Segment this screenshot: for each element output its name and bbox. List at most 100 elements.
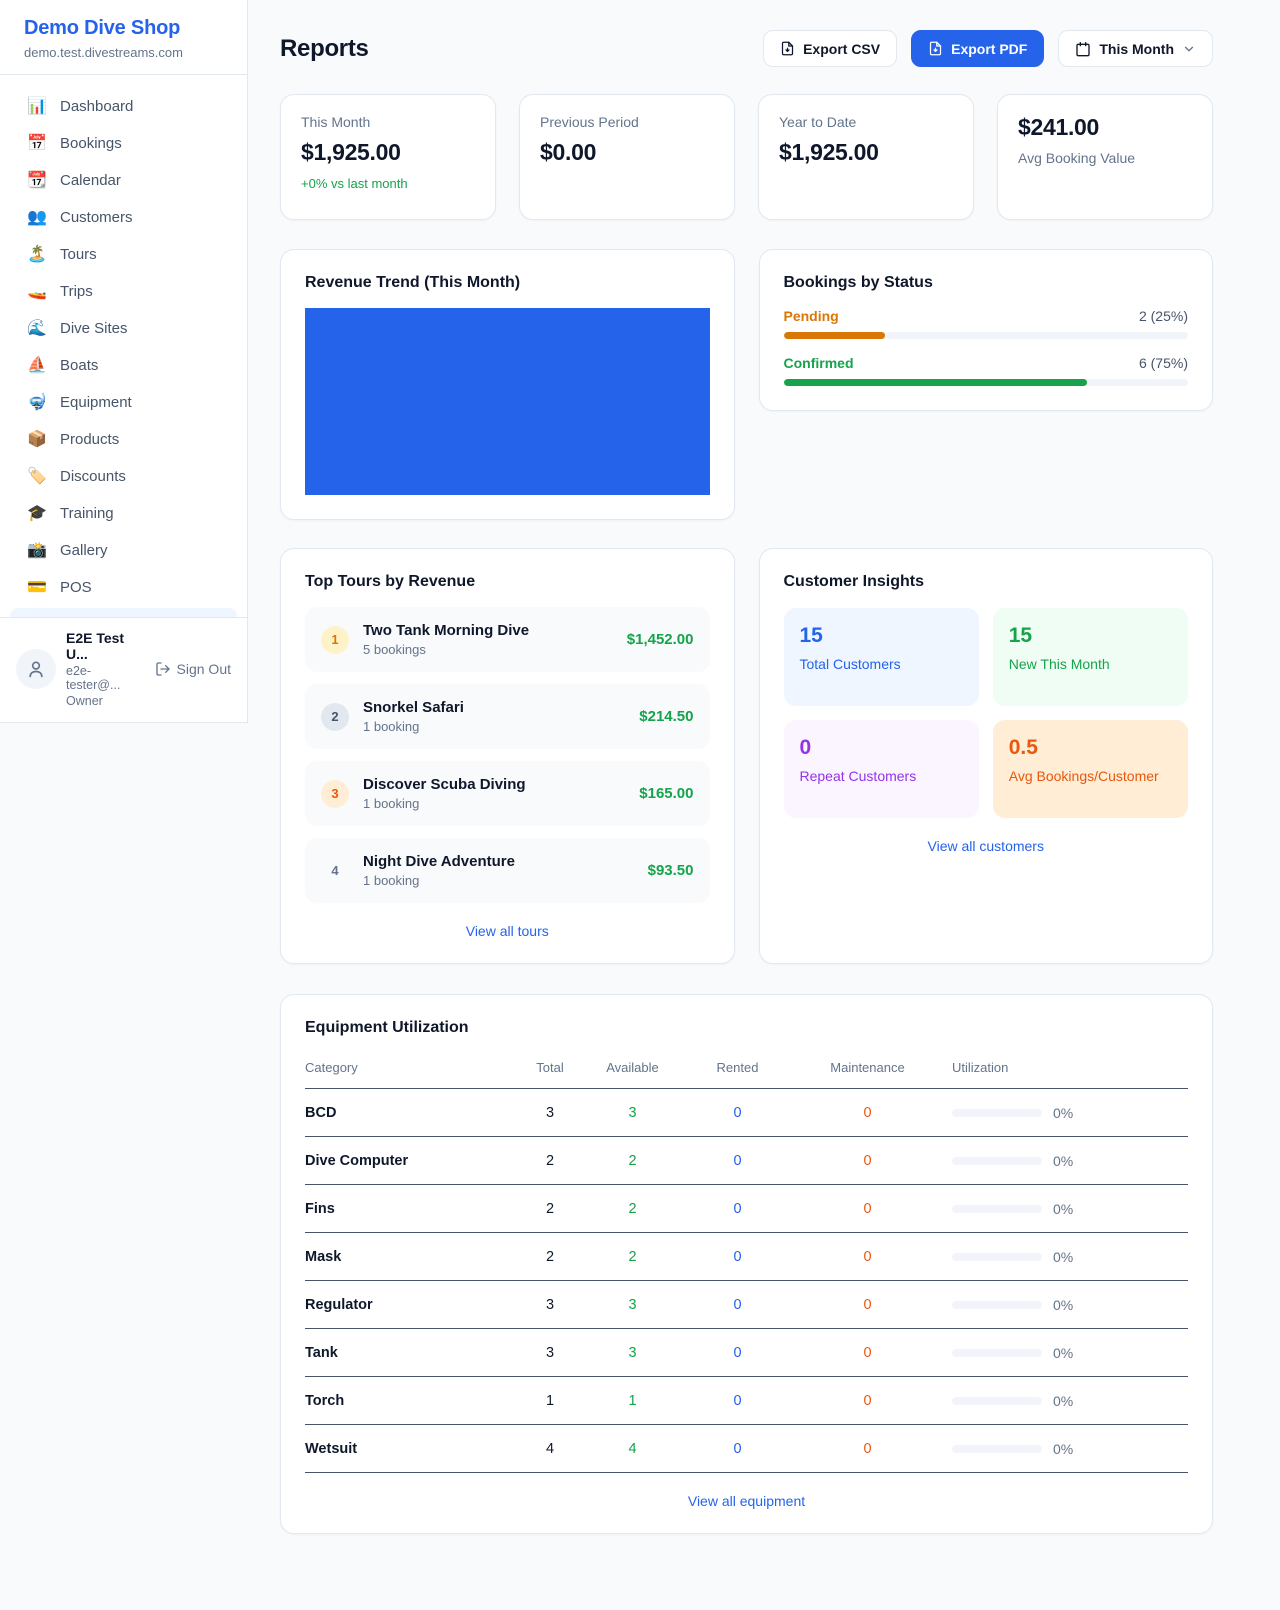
charts-row: Revenue Trend (This Month) Bookings by S…: [280, 249, 1213, 520]
sidebar-item-boats[interactable]: ⛵ Boats: [10, 347, 237, 384]
tour-bookings: 1 booking: [363, 873, 420, 888]
utilization-percent: 0%: [1053, 1296, 1074, 1313]
status-count: 6 (75%): [1138, 355, 1188, 371]
sidebar-item-gallery[interactable]: 📸 Gallery: [10, 532, 237, 569]
tour-list-item: 4 Night Dive Adventure 1 booking $93.50: [305, 838, 710, 903]
sidebar-item-calendar[interactable]: 📆 Calendar: [10, 162, 237, 199]
equipment-rented: 0: [733, 1200, 742, 1217]
sidebar-item-trips[interactable]: 🚤 Trips: [10, 273, 237, 310]
sidebar-item-dashboard[interactable]: 📊 Dashboard: [10, 88, 237, 125]
utilization-percent: 0%: [1053, 1152, 1074, 1169]
stat-value: $1,925.00: [301, 139, 401, 165]
people-icon: 👥: [27, 208, 47, 226]
insight-label: Avg Bookings/Customer: [1008, 768, 1159, 784]
bar-chart-icon: 📊: [27, 97, 47, 115]
user-meta: E2E Test U... e2e-tester@... Owner: [66, 630, 145, 708]
stat-cards-row: This Month $1,925.00 +0% vs last month P…: [280, 94, 1213, 220]
rank-badge: 2: [321, 702, 349, 731]
utilization-percent: 0%: [1053, 1344, 1074, 1361]
export-csv-button[interactable]: Export CSV: [763, 30, 898, 67]
tour-revenue: $165.00: [639, 785, 694, 802]
equipment-available: 2: [628, 1248, 637, 1265]
revenue-trend-card: Revenue Trend (This Month): [280, 249, 735, 520]
view-all-tours-link[interactable]: View all tours: [465, 923, 549, 939]
insight-tile-new-this-month: 15 New This Month: [992, 608, 1188, 706]
export-pdf-button[interactable]: Export PDF: [911, 30, 1045, 67]
equipment-category: Tank: [305, 1344, 338, 1361]
equipment-category: Dive Computer: [305, 1152, 409, 1169]
header-actions: Export CSV Export PDF This Month: [763, 30, 1213, 67]
customer-insights-card: Customer Insights 15 Total Customers 15 …: [758, 548, 1213, 964]
table-row: Regulator 3 3 0 0 0%: [305, 1281, 1188, 1329]
table-row: Tank 3 3 0 0 0%: [305, 1329, 1188, 1377]
rank-badge: 1: [321, 625, 349, 654]
sidebar-item-training[interactable]: 🎓 Training: [10, 495, 237, 532]
tag-icon: 🏷️: [27, 467, 47, 485]
view-all-customers-link[interactable]: View all customers: [927, 838, 1044, 854]
equipment-available: 3: [628, 1344, 637, 1361]
utilization-percent: 0%: [1053, 1440, 1074, 1457]
equipment-total: 4: [545, 1440, 555, 1457]
sidebar-item-bookings[interactable]: 📅 Bookings: [10, 125, 237, 162]
insight-label: New This Month: [1008, 656, 1110, 672]
equipment-maintenance: 0: [863, 1440, 872, 1457]
col-header-maintenance: Maintenance: [830, 1060, 905, 1075]
sidebar-item-label: Equipment: [60, 394, 132, 411]
period-dropdown[interactable]: This Month: [1058, 30, 1213, 67]
utilization-bar: [952, 1156, 1042, 1165]
main-content: Reports Export CSV Export PDF This Month: [248, 0, 1280, 1574]
equipment-rented: 0: [733, 1392, 742, 1409]
stat-card-this-month: This Month $1,925.00 +0% vs last month: [280, 94, 496, 220]
sidebar-item-label: Boats: [60, 357, 99, 374]
sidebar-item-label: Customers: [60, 209, 133, 226]
sidebar-item-equipment[interactable]: 🤿 Equipment: [10, 384, 237, 421]
user-panel: E2E Test U... e2e-tester@... Owner Sign …: [0, 617, 247, 722]
status-label: Pending: [783, 308, 839, 324]
tour-list-item: 3 Discover Scuba Diving 1 booking $165.00: [305, 761, 710, 826]
sidebar-item-reports-partial[interactable]: [10, 608, 237, 617]
rank-badge: 3: [321, 779, 349, 808]
equipment-maintenance: 0: [863, 1248, 872, 1265]
user-name: E2E Test U...: [66, 630, 125, 662]
sidebar-item-tours[interactable]: 🏝️ Tours: [10, 236, 237, 273]
shop-name: Demo Dive Shop: [24, 17, 181, 39]
sidebar-item-pos[interactable]: 💳 POS: [10, 569, 237, 606]
page-title: Reports: [280, 34, 369, 62]
equipment-utilization-title: Equipment Utilization: [305, 1019, 469, 1036]
sidebar-item-label: Tours: [60, 246, 97, 263]
stat-label: This Month: [301, 114, 371, 130]
stat-value: $0.00: [540, 139, 597, 165]
sign-out-label: Sign Out: [176, 661, 231, 677]
col-header-utilization: Utilization: [952, 1060, 1009, 1075]
sidebar-item-label: Gallery: [60, 542, 108, 559]
sidebar-item-customers[interactable]: 👥 Customers: [10, 199, 237, 236]
equipment-category: BCD: [305, 1104, 337, 1121]
view-all-equipment-link[interactable]: View all equipment: [687, 1493, 806, 1509]
tour-name: Discover Scuba Diving: [363, 776, 526, 793]
sidebar-item-discounts[interactable]: 🏷️ Discounts: [10, 458, 237, 495]
sidebar-item-label: Trips: [60, 283, 93, 300]
stat-value: $1,925.00: [779, 139, 879, 165]
equipment-category: Fins: [305, 1200, 335, 1217]
speedboat-icon: 🚤: [27, 282, 47, 300]
sidebar-item-dive-sites[interactable]: 🌊 Dive Sites: [10, 310, 237, 347]
file-download-icon: [929, 41, 942, 56]
tour-bookings: 1 booking: [363, 719, 420, 734]
file-download-icon: [781, 41, 794, 56]
sidebar-item-products[interactable]: 📦 Products: [10, 421, 237, 458]
status-row-pending: Pending 2 (25%): [783, 308, 1188, 339]
tear-off-calendar-icon: 📆: [27, 171, 47, 189]
equipment-category: Wetsuit: [305, 1440, 358, 1457]
sidebar-item-label: Dashboard: [60, 98, 134, 115]
insight-label: Total Customers: [799, 656, 901, 672]
equipment-maintenance: 0: [863, 1296, 872, 1313]
sign-out-button[interactable]: Sign Out: [155, 661, 231, 677]
export-csv-label: Export CSV: [803, 40, 881, 57]
logout-icon: [155, 662, 170, 676]
wave-icon: 🌊: [27, 319, 47, 337]
avatar: [16, 649, 56, 689]
sidebar-item-label: POS: [60, 579, 92, 596]
tour-list-item: 1 Two Tank Morning Dive 5 bookings $1,452…: [305, 607, 710, 672]
utilization-bar: [952, 1108, 1042, 1117]
progress-fill: [783, 379, 1087, 386]
